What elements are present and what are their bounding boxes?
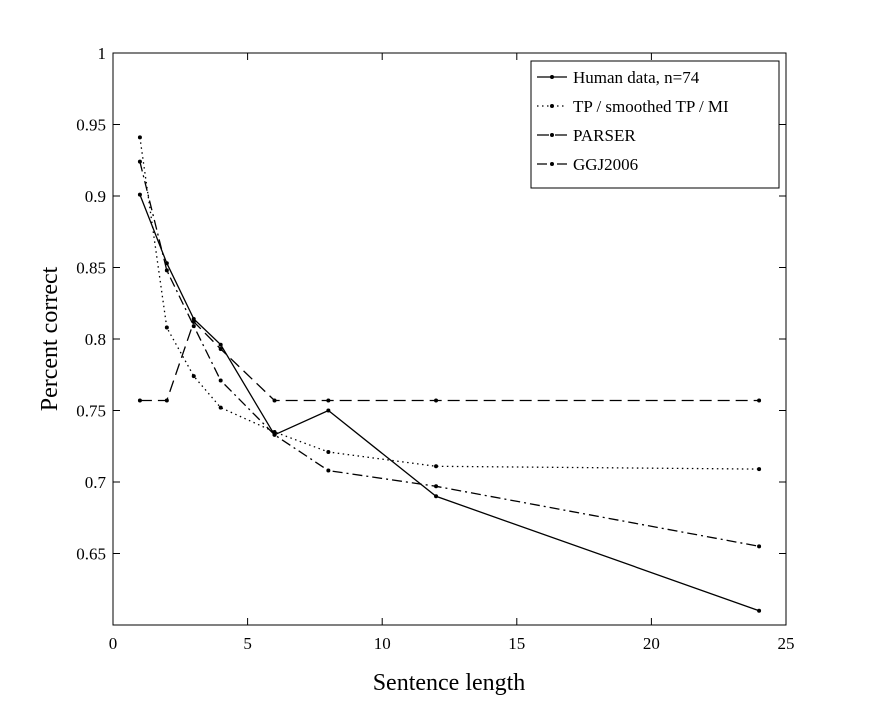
x-tick-label: 10 xyxy=(374,634,391,653)
data-point xyxy=(191,316,196,321)
legend-label: Human data, n=74 xyxy=(573,68,700,87)
data-point xyxy=(434,398,439,403)
legend: Human data, n=74 TP / smoothed TP / MI PAR… xyxy=(530,60,780,189)
x-tick-label: 20 xyxy=(643,634,660,653)
data-point xyxy=(137,135,142,140)
data-point xyxy=(218,342,223,347)
data-point xyxy=(434,494,439,499)
y-tick-label: 0.9 xyxy=(85,187,106,206)
data-point xyxy=(326,408,331,413)
data-point xyxy=(272,432,277,437)
data-point xyxy=(326,398,331,403)
x-tick-label: 0 xyxy=(109,634,118,653)
data-point xyxy=(164,268,169,273)
y-tick-label: 0.8 xyxy=(85,330,106,349)
data-point xyxy=(272,398,277,403)
series-3 xyxy=(137,319,762,403)
data-point xyxy=(164,398,169,403)
data-point xyxy=(757,398,762,403)
x-tick-label: 15 xyxy=(508,634,525,653)
legend-marker xyxy=(550,104,554,108)
data-point xyxy=(137,192,142,197)
x-tick-label: 25 xyxy=(778,634,795,653)
series-line xyxy=(139,194,760,612)
legend-box xyxy=(530,60,780,189)
legend-marker xyxy=(550,75,554,79)
data-point xyxy=(326,449,331,454)
data-point xyxy=(191,374,196,379)
legend-label: GGJ2006 xyxy=(573,155,638,174)
x-tick-label: 5 xyxy=(243,634,252,653)
data-point xyxy=(326,468,331,473)
data-point xyxy=(191,324,196,329)
y-tick-label: 0.75 xyxy=(76,402,106,421)
series-4 xyxy=(137,159,762,549)
data-point xyxy=(434,484,439,489)
legend-label: TP / smoothed TP / MI xyxy=(573,97,729,116)
series-line xyxy=(139,137,760,470)
data-point xyxy=(434,464,439,469)
data-point xyxy=(218,405,223,410)
y-tick-label: 0.65 xyxy=(76,545,106,564)
data-point xyxy=(757,467,762,472)
series-line xyxy=(139,161,760,547)
data-point xyxy=(164,325,169,330)
series-line xyxy=(139,320,760,402)
x-axis-title: Sentence length xyxy=(373,670,526,696)
y-tick-label: 0.7 xyxy=(85,473,107,492)
y-axis-title: Percent correct xyxy=(37,266,63,411)
data-point xyxy=(218,378,223,383)
data-point xyxy=(137,159,142,164)
axis-ticks: 0 5 10 15 20 25 0.65 0.7 0.75 0.8 0.85 0.9 0.95 1 xyxy=(76,44,794,653)
data-point xyxy=(191,319,196,324)
data-point xyxy=(137,398,142,403)
legend-marker xyxy=(550,162,554,166)
legend-marker xyxy=(550,133,554,137)
y-tick-label: 0.95 xyxy=(76,116,106,135)
data-point xyxy=(757,608,762,613)
data-point xyxy=(218,347,223,352)
series-layer xyxy=(137,135,762,613)
data-point xyxy=(757,544,762,549)
y-tick-label: 0.85 xyxy=(76,259,106,278)
y-tick-label: 1 xyxy=(98,44,107,63)
legend-label: PARSER xyxy=(573,126,636,145)
